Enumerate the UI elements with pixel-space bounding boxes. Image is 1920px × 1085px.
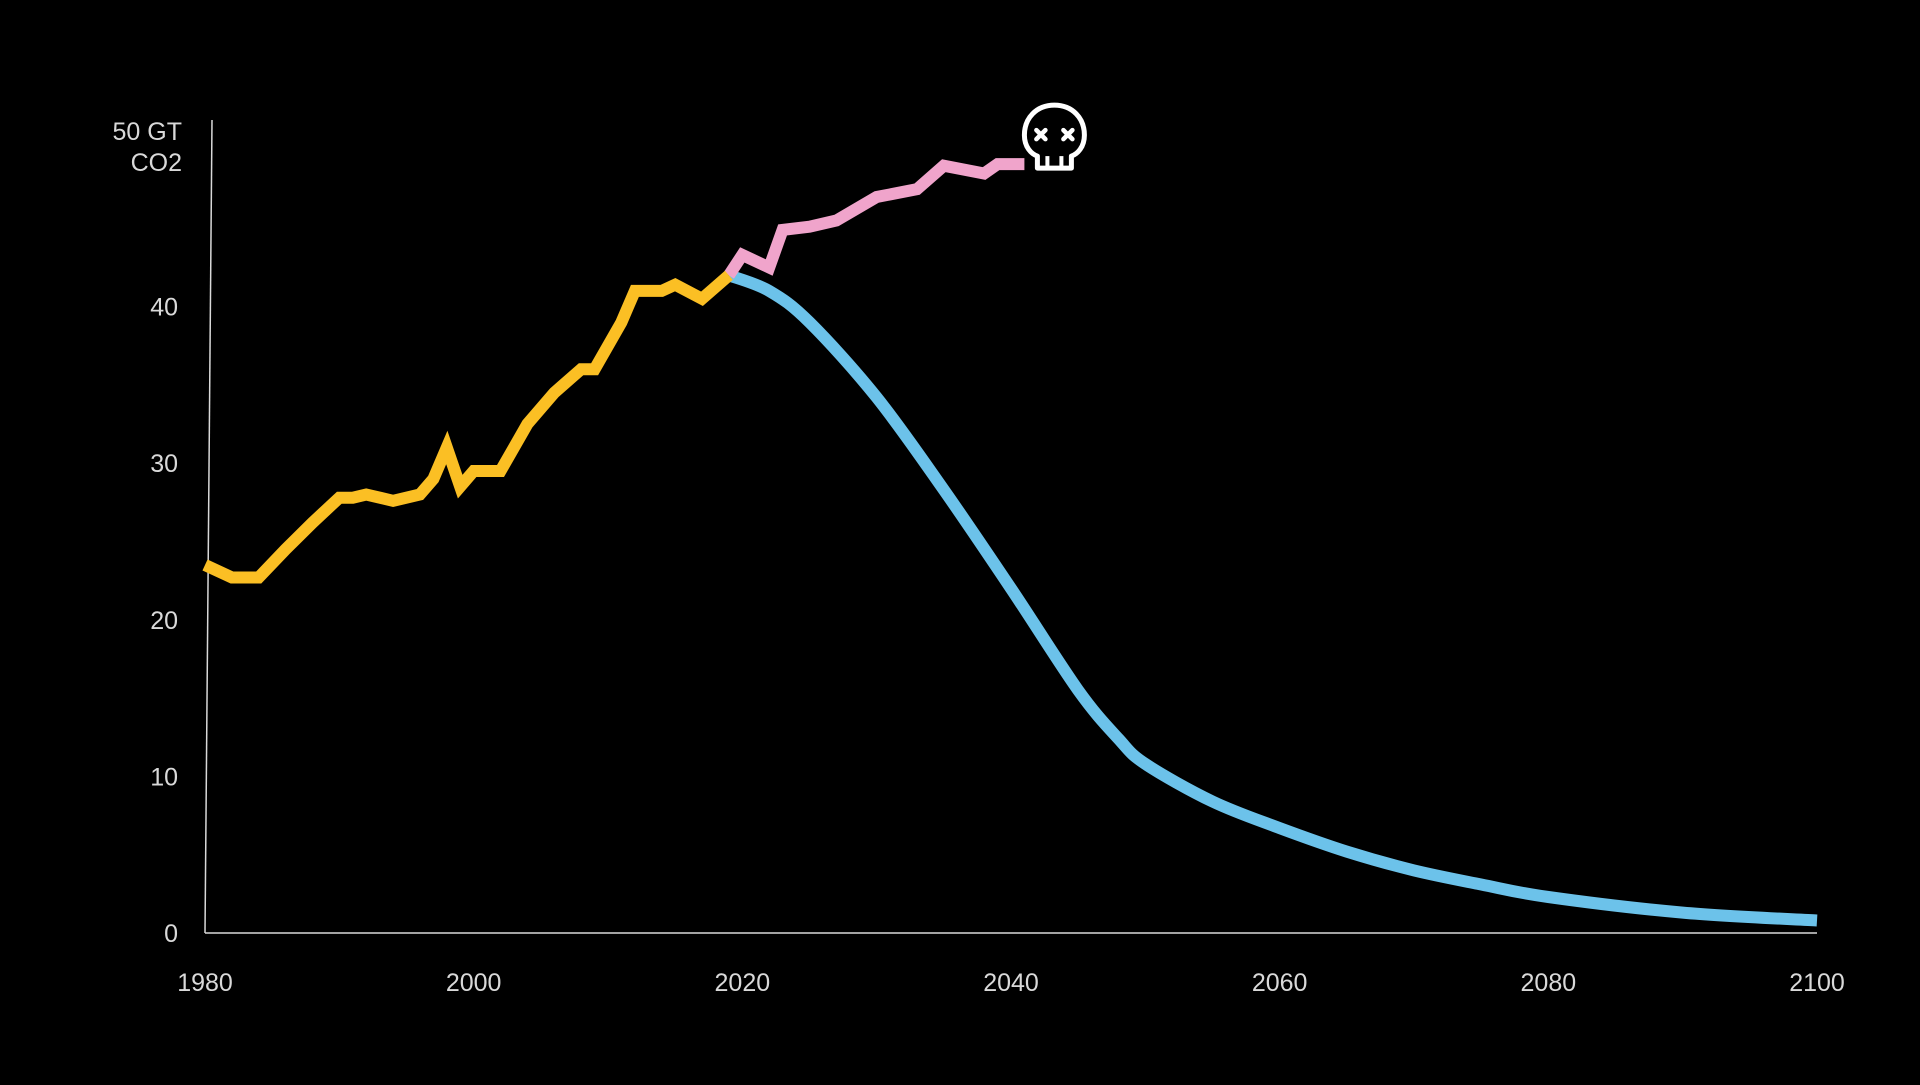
x-tick-label: 2040 <box>983 969 1039 997</box>
y-tick-label: 10 <box>150 763 178 791</box>
y-axis-unit-label: 50 GT CO2 <box>113 118 182 177</box>
y-axis-unit-line: CO2 <box>131 149 182 177</box>
yellow-series-line <box>202 270 733 584</box>
y-axis-line <box>204 119 213 934</box>
markers <box>1021 102 1087 171</box>
pink-series-line <box>723 158 1025 279</box>
x-tick-label: 2100 <box>1789 969 1845 997</box>
x-tick-label: 2000 <box>446 969 502 997</box>
y-tick-label: 20 <box>150 607 178 635</box>
x-tick-label: 1980 <box>177 969 233 997</box>
y-tick-label: 0 <box>164 920 178 948</box>
y-tick-label: 40 <box>150 294 178 322</box>
x-tick-label: 2060 <box>1252 969 1308 997</box>
x-tick-label: 2080 <box>1521 969 1577 997</box>
axes: 1980 2000 2020 2040 2060 2080 2100 0 10 20 30 40 <box>150 119 1845 997</box>
x-tick-label: 2020 <box>715 969 771 997</box>
y-axis-unit-line: 50 GT <box>113 118 182 146</box>
y-tick-label: 30 <box>150 450 178 478</box>
skull-icon <box>1021 102 1087 171</box>
series-lines <box>202 158 1818 927</box>
blue-series-line <box>726 269 1818 927</box>
